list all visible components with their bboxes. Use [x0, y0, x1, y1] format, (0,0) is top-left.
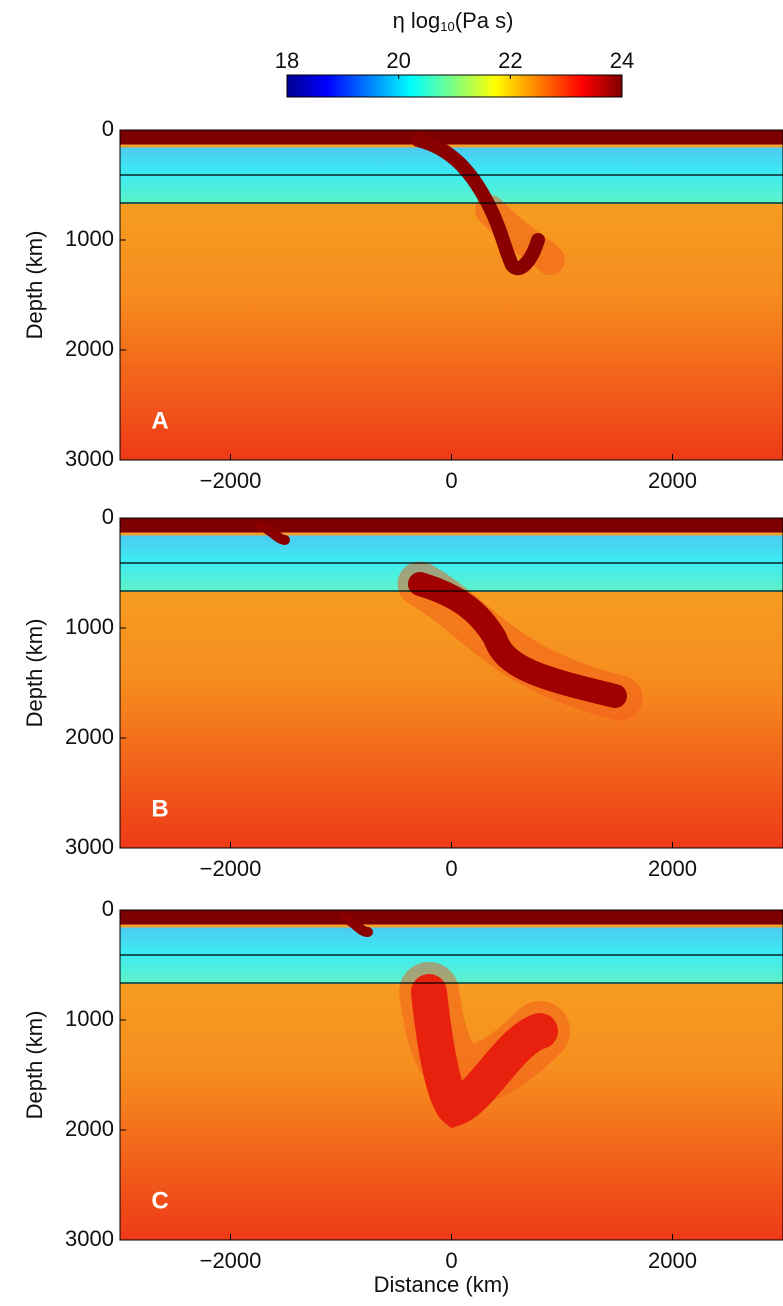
slab — [255, 521, 290, 545]
y-tick-label: 2000 — [65, 336, 114, 361]
colorbar-title-part: 10 — [440, 19, 454, 34]
panel-label: C — [151, 1187, 168, 1214]
y-tick-label: 1000 — [65, 1006, 114, 1031]
x-tick-label: 0 — [445, 856, 457, 881]
y-tick-label: 0 — [102, 504, 114, 529]
x-tick-label: −2000 — [200, 1248, 262, 1273]
panel — [120, 910, 783, 1240]
slab — [340, 913, 373, 937]
lithosphere — [120, 518, 783, 533]
y-tick-label: 1000 — [65, 614, 114, 639]
y-axis-label: Depth (km) — [22, 231, 47, 340]
y-tick-label: 2000 — [65, 1116, 114, 1141]
colorbar-tick-label: 20 — [386, 48, 410, 73]
lithosphere — [120, 910, 783, 925]
panel-label: B — [151, 795, 168, 822]
lithosphere — [120, 130, 783, 145]
x-tick-label: 0 — [445, 1248, 457, 1273]
x-tick-label: 0 — [445, 468, 457, 493]
colorbar-title: η log10(Pa s) — [393, 8, 514, 35]
y-tick-label: 3000 — [65, 446, 114, 471]
x-tick-label: 2000 — [648, 1248, 697, 1273]
slab — [411, 974, 558, 1129]
y-tick-label: 2000 — [65, 724, 114, 749]
colorbar-tick-label: 22 — [498, 48, 522, 73]
y-tick-label: 3000 — [65, 834, 114, 859]
viscosity-field — [120, 910, 783, 1240]
slab — [408, 572, 627, 708]
colorbar-title-part: η log — [393, 8, 441, 33]
viscosity-field — [120, 130, 783, 460]
x-axis-label: Distance (km) — [374, 1272, 510, 1297]
y-tick-label: 3000 — [65, 1226, 114, 1251]
panel-label: A — [151, 407, 168, 434]
colorbar — [286, 74, 623, 98]
y-axis-label: Depth (km) — [22, 1011, 47, 1120]
viscosity-field — [120, 518, 783, 848]
colorbar-title-part: (Pa s) — [455, 8, 514, 33]
y-axis-label: Depth (km) — [22, 619, 47, 728]
colorbar-tick-label: 24 — [610, 48, 634, 73]
x-tick-label: −2000 — [200, 468, 262, 493]
x-tick-label: −2000 — [200, 856, 262, 881]
y-tick-label: 0 — [102, 896, 114, 921]
x-tick-label: 2000 — [648, 468, 697, 493]
y-tick-label: 1000 — [65, 226, 114, 251]
y-tick-label: 0 — [102, 116, 114, 141]
slab — [411, 133, 545, 276]
x-tick-label: 2000 — [648, 856, 697, 881]
panel — [120, 518, 783, 848]
panel — [120, 130, 783, 460]
colorbar-tick-label: 18 — [275, 48, 299, 73]
